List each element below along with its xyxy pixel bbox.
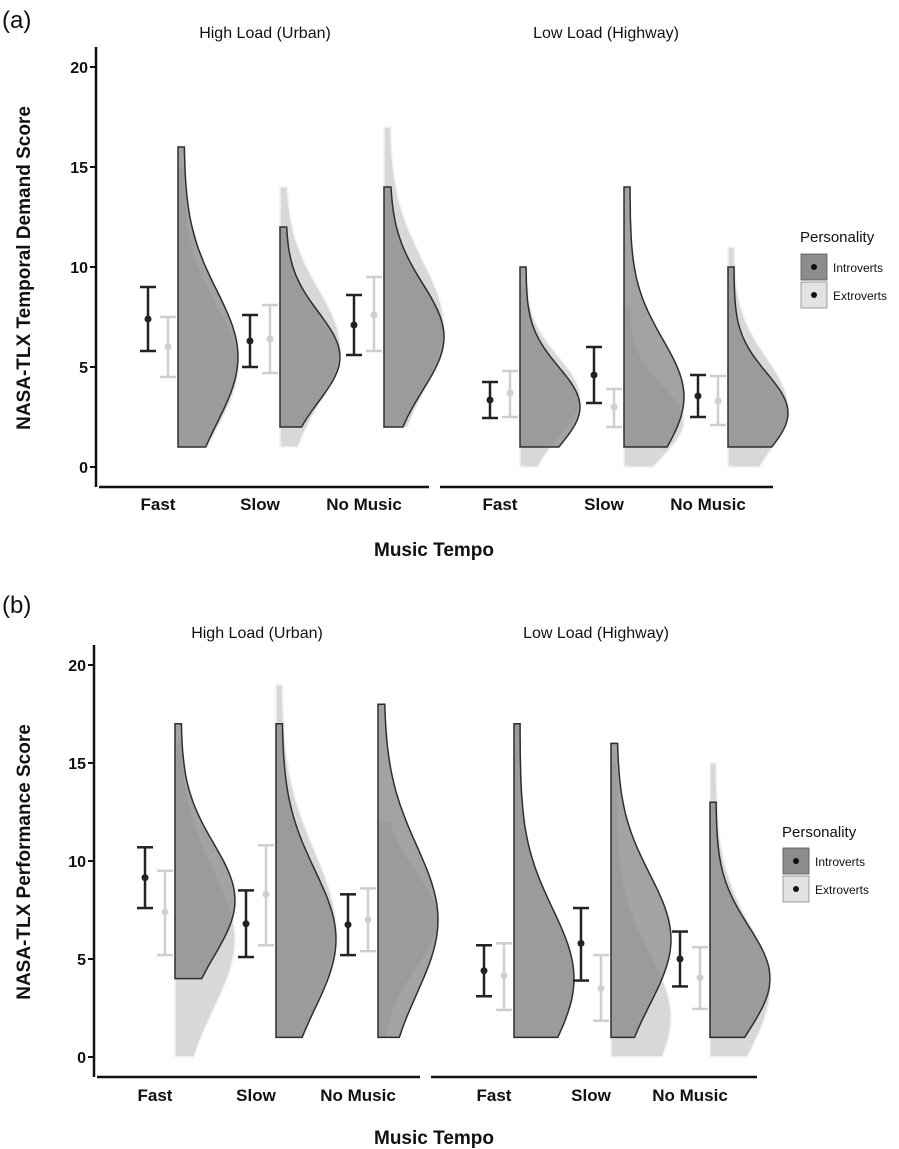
mean-point-extroverts (696, 974, 704, 982)
category-group (476, 723, 575, 1039)
category-group (242, 186, 341, 448)
panel-a: (a) NASA-TLX Temporal Demand Score Music… (2, 7, 887, 561)
violin-introverts (275, 723, 337, 1039)
legend-label-extroverts: Extroverts (833, 289, 887, 303)
panel-b-ylabel: NASA-TLX Performance Score (14, 724, 35, 1000)
category-group (690, 246, 789, 468)
panel-b-plot-area: 0 5 10 15 20 Fast Slow No Music Fast Slow No Music (68, 645, 771, 1105)
category-group (672, 762, 771, 1058)
mean-point-introverts (577, 939, 585, 947)
y-tick-label: 10 (68, 854, 86, 871)
mean-point-extroverts (364, 916, 372, 924)
category-group (340, 703, 439, 1039)
violin-introverts (279, 226, 341, 428)
x-category-label: Fast (477, 1086, 512, 1105)
violin-introverts (377, 703, 439, 1039)
panel-b: (b) NASA-TLX Performance Score Music Tem… (2, 592, 869, 1149)
legend-key-extroverts (782, 875, 810, 903)
panel-b-label: (b) (2, 592, 31, 619)
violin-introverts (383, 186, 445, 428)
mean-point-extroverts (610, 403, 618, 411)
y-tick-label: 15 (68, 756, 86, 773)
x-category-label: No Music (320, 1086, 396, 1105)
category-group (140, 146, 239, 448)
category-group (137, 723, 236, 1058)
y-tick-label: 15 (70, 160, 88, 177)
violin-introverts (610, 742, 672, 1039)
mean-point-extroverts (161, 908, 169, 916)
mean-point-introverts (480, 967, 488, 975)
x-category-label: No Music (652, 1086, 728, 1105)
violin-introverts (513, 723, 575, 1039)
mean-point-introverts (590, 371, 598, 379)
legend-label-introverts: Introverts (815, 855, 865, 869)
violin-introverts (177, 146, 239, 448)
y-tick-label: 10 (70, 260, 88, 277)
category-group (238, 683, 337, 1039)
y-tick-label: 20 (70, 60, 88, 77)
category-group (573, 742, 672, 1058)
x-category-label: No Music (326, 495, 402, 514)
panel-b-facet-low: Low Load (Highway) (523, 625, 669, 642)
x-category-label: No Music (670, 495, 746, 514)
x-category-label: Slow (240, 495, 280, 514)
mean-point-extroverts (164, 343, 172, 351)
panel-a-label: (a) (2, 7, 31, 34)
category-group (482, 266, 581, 468)
y-tick-label: 5 (77, 952, 86, 969)
mean-point-introverts (246, 337, 254, 345)
legend-label-extroverts: Extroverts (815, 883, 869, 897)
panel-b-legend: Personality Introverts Extroverts (782, 824, 869, 903)
x-category-label: Fast (141, 495, 176, 514)
y-tick-label: 20 (68, 658, 86, 675)
panel-a-xlabel: Music Tempo (374, 540, 494, 561)
mean-point-extroverts (266, 335, 274, 343)
mean-point-introverts (694, 392, 702, 400)
panel-a-legend-title: Personality (800, 229, 875, 246)
mean-point-extroverts (370, 311, 378, 319)
category-group (586, 186, 685, 468)
x-category-label: Fast (483, 495, 518, 514)
panel-a-ylabel: NASA-TLX Temporal Demand Score (14, 106, 35, 430)
panel-a-facet-low: Low Load (Highway) (533, 25, 679, 42)
violin-introverts (519, 266, 581, 448)
panel-a-legend: Personality Introverts Extroverts (800, 229, 887, 309)
mean-point-extroverts (597, 984, 605, 992)
y-tick-label: 0 (77, 1050, 86, 1067)
legend-key-extroverts-dot (811, 292, 817, 298)
legend-key-extroverts-dot (793, 886, 799, 892)
violin-introverts (727, 266, 789, 448)
legend-key-introverts-dot (793, 858, 799, 864)
x-category-label: Fast (138, 1086, 173, 1105)
violin-introverts (709, 801, 771, 1039)
panel-a-plot-area: 0 5 10 15 20 Fast Slow No Music Fast Slow No Music (70, 47, 789, 514)
x-category-label: Slow (236, 1086, 276, 1105)
mean-point-introverts (141, 874, 149, 882)
mean-point-extroverts (500, 972, 508, 980)
violin-introverts (174, 723, 236, 980)
panel-b-legend-title: Personality (782, 824, 857, 841)
category-group (346, 126, 445, 428)
mean-point-introverts (344, 921, 352, 929)
mean-point-introverts (676, 955, 684, 963)
violin-introverts (623, 186, 685, 448)
legend-key-introverts-dot (811, 264, 817, 270)
mean-point-introverts (486, 396, 494, 404)
mean-point-extroverts (506, 389, 514, 397)
x-category-label: Slow (584, 495, 624, 514)
panel-a-facet-high: High Load (Urban) (199, 25, 331, 42)
panel-b-facet-high: High Load (Urban) (191, 625, 323, 642)
mean-point-extroverts (262, 890, 270, 898)
legend-label-introverts: Introverts (833, 261, 883, 275)
x-category-label: Slow (571, 1086, 611, 1105)
mean-point-introverts (242, 920, 250, 928)
mean-point-introverts (144, 315, 152, 323)
y-tick-label: 0 (79, 460, 88, 477)
mean-point-extroverts (714, 397, 722, 405)
panel-b-xlabel: Music Tempo (374, 1128, 494, 1149)
y-tick-label: 5 (79, 360, 88, 377)
mean-point-introverts (350, 321, 358, 329)
